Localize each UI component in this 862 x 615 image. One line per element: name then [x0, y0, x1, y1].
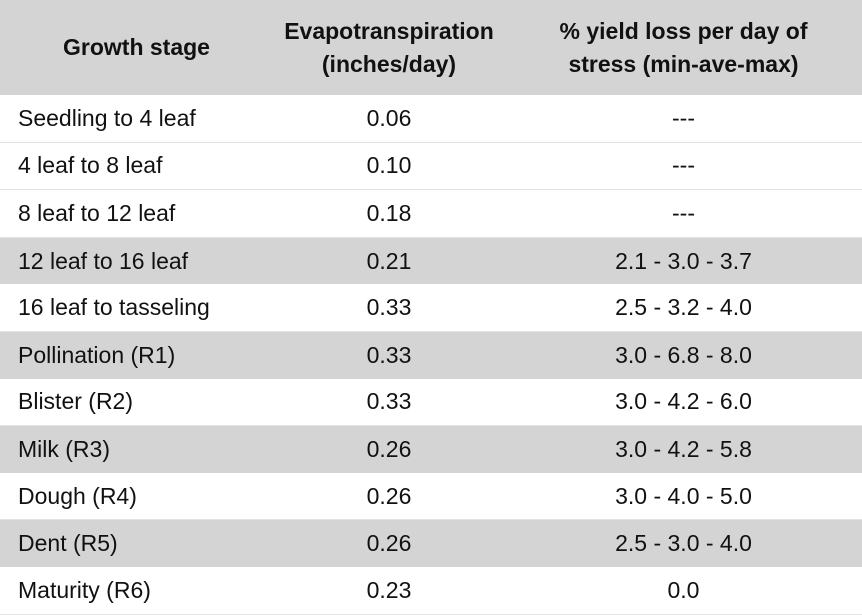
table-cell: Dent (R5) [0, 519, 273, 567]
table-cell: Maturity (R6) [0, 566, 273, 615]
table-cell: 0.23 [273, 566, 505, 615]
table-cell: 0.06 [273, 95, 505, 143]
table-row: Dent (R5) 0.26 2.5 - 3.0 - 4.0 [0, 519, 862, 567]
header-text: % yield loss per day of [559, 17, 808, 44]
table-cell: 3.0 - 4.2 - 5.8 [505, 425, 862, 473]
table-cell: 8 leaf to 12 leaf [0, 189, 273, 238]
table-row: Maturity (R6) 0.23 0.0 [0, 566, 862, 615]
table-cell: Milk (R3) [0, 425, 273, 473]
table-cell: 3.0 - 4.0 - 5.0 [505, 472, 862, 521]
header-text: (inches/day) [321, 50, 457, 77]
table-body: Seedling to 4 leaf 0.06 --- 4 leaf to 8 lea… [0, 95, 862, 615]
table-row: 8 leaf to 12 leaf 0.18 --- [0, 189, 862, 238]
table-cell: 0.33 [273, 378, 505, 427]
table-cell: 0.26 [273, 425, 505, 473]
table-cell: Seedling to 4 leaf [0, 95, 273, 143]
table-cell: 0.0 [505, 566, 862, 615]
table-row: 4 leaf to 8 leaf 0.10 --- [0, 142, 862, 191]
table-cell: --- [505, 189, 862, 238]
table-cell: 2.1 - 3.0 - 3.7 [505, 237, 862, 285]
table-cell: 4 leaf to 8 leaf [0, 142, 273, 191]
header-cell: Evapotranspiration (inches/day) [273, 0, 505, 95]
table-cell: Blister (R2) [0, 378, 273, 427]
table-cell: 0.26 [273, 472, 505, 521]
table-row: 16 leaf to tasseling 0.33 2.5 - 3.2 - 4.0 [0, 284, 862, 332]
header-text: Evapotranspiration [284, 17, 494, 44]
table-cell: 16 leaf to tasseling [0, 284, 273, 332]
table-cell: 0.10 [273, 142, 505, 191]
header-cell: Growth stage [0, 0, 273, 95]
table-row: Seedling to 4 leaf 0.06 --- [0, 95, 862, 143]
table-cell: Dough (R4) [0, 472, 273, 521]
table-row: Pollination (R1) 0.33 3.0 - 6.8 - 8.0 [0, 331, 862, 379]
table-cell: 0.26 [273, 519, 505, 567]
table-cell: Pollination (R1) [0, 331, 273, 379]
table-cell: 2.5 - 3.2 - 4.0 [505, 284, 862, 332]
header-cell: % yield loss per day of stress (min-ave-m… [505, 0, 862, 95]
table-cell: 0.33 [273, 284, 505, 332]
table-cell: 2.5 - 3.0 - 4.0 [505, 519, 862, 567]
table-cell: --- [505, 142, 862, 191]
table-cell: 0.18 [273, 189, 505, 238]
table-row: Dough (R4) 0.26 3.0 - 4.0 - 5.0 [0, 472, 862, 521]
header-text: stress (min-ave-max) [568, 50, 799, 77]
table-cell: 3.0 - 4.2 - 6.0 [505, 378, 862, 427]
table-cell: 3.0 - 6.8 - 8.0 [505, 331, 862, 379]
table-row: Milk (R3) 0.26 3.0 - 4.2 - 5.8 [0, 425, 862, 473]
table-row: 12 leaf to 16 leaf 0.21 2.1 - 3.0 - 3.7 [0, 237, 862, 285]
table-cell: 0.33 [273, 331, 505, 379]
table-cell: --- [505, 95, 862, 143]
table-row: Blister (R2) 0.33 3.0 - 4.2 - 6.0 [0, 378, 862, 427]
header-row: Growth stage Evapotranspiration (inches/da… [0, 0, 862, 95]
table-cell: 0.21 [273, 237, 505, 285]
table-cell: 12 leaf to 16 leaf [0, 237, 273, 285]
header-text: Growth stage [63, 34, 210, 60]
